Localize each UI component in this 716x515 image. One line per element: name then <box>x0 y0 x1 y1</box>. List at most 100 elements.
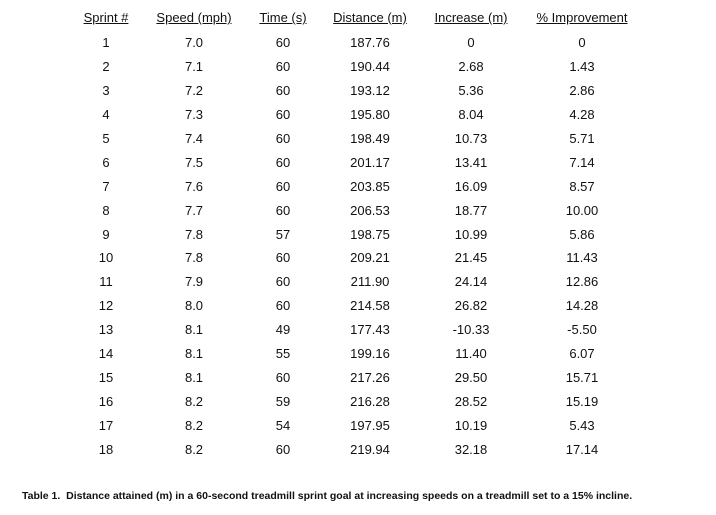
table-cell: 8.2 <box>184 394 204 410</box>
table-cell: 198.75 <box>350 226 390 242</box>
table-cell: 10.00 <box>565 202 599 218</box>
table-cell: 1.43 <box>569 58 595 74</box>
table-cell: 60 <box>275 58 291 74</box>
table-cell: 28.52 <box>454 394 488 410</box>
column-header: Increase (m) <box>434 10 508 25</box>
column-header: Time (s) <box>259 10 307 25</box>
table-cell: 10.99 <box>454 226 488 242</box>
table-cell: 177.43 <box>350 322 390 338</box>
table-cell: 6.07 <box>569 346 595 362</box>
table-cell: 7.9 <box>184 274 204 290</box>
table-cell: 57 <box>275 226 291 242</box>
table-cell: 4 <box>102 106 110 122</box>
table-cell: 29.50 <box>454 370 488 386</box>
table-cell: 59 <box>275 394 291 410</box>
table-cell: 2 <box>102 58 110 74</box>
table-cell: 12.86 <box>565 274 599 290</box>
table-cell: 60 <box>275 35 291 50</box>
table-cell: 14.28 <box>565 298 599 314</box>
table-cell: 197.95 <box>350 418 390 434</box>
table-cell: 193.12 <box>350 82 390 98</box>
table-cell: 11.40 <box>455 346 487 362</box>
table-cell: 21.45 <box>454 250 488 266</box>
table-cell: 7.0 <box>184 35 204 50</box>
table-cell: 0 <box>467 35 475 50</box>
table-cell: 7.8 <box>184 250 204 266</box>
table-cell: 7.7 <box>184 202 204 218</box>
table-cell: 8.1 <box>184 370 204 386</box>
table-cell: 8.57 <box>569 178 595 194</box>
table-cell: 199.16 <box>350 346 390 362</box>
table-cell: 6 <box>102 154 110 170</box>
table-cell: 211.90 <box>350 274 390 290</box>
table-cell: 55 <box>275 346 291 362</box>
table-cell: 219.94 <box>350 441 390 457</box>
table-cell: 60 <box>275 298 291 314</box>
table-cell: 9 <box>102 226 110 242</box>
table-cell: 15.71 <box>565 370 599 386</box>
table-cell: 18.77 <box>454 202 488 218</box>
table-cell: 5.36 <box>458 82 484 98</box>
table-cell: 2.68 <box>458 58 484 74</box>
column-header: Distance (m) <box>333 10 407 25</box>
table-cell: 216.28 <box>350 394 390 410</box>
table-cell: 7 <box>102 178 110 194</box>
table-cell: 60 <box>275 274 291 290</box>
table-cell: 209.21 <box>350 250 390 266</box>
column-header: % Improvement <box>536 10 628 25</box>
table-cell: 7.14 <box>569 154 595 170</box>
table-cell: 32.18 <box>454 441 488 457</box>
table-cell: 18 <box>98 441 114 457</box>
table-cell: 15 <box>98 370 114 386</box>
table-cell: 49 <box>275 322 291 338</box>
table-cell: 16.09 <box>454 178 488 194</box>
table-cell: 15.19 <box>565 394 599 410</box>
table-caption: Table 1. Distance attained (m) in a 60-s… <box>22 490 633 502</box>
table-cell: 13 <box>98 322 114 338</box>
table-cell: 60 <box>275 202 291 218</box>
column-header: Sprint # <box>83 10 129 25</box>
table-cell: 1 <box>102 35 110 50</box>
table-cell: 11 <box>99 274 113 290</box>
table-cell: 24.14 <box>454 274 488 290</box>
table-cell: 12 <box>98 298 114 314</box>
table-cell: 10.73 <box>454 130 488 146</box>
table-cell: 14 <box>98 346 114 362</box>
table-cell: 2.86 <box>569 82 595 98</box>
table-cell: 8 <box>102 202 110 218</box>
table-cell: 217.26 <box>350 370 390 386</box>
table-cell: 60 <box>275 130 291 146</box>
table-cell: 203.85 <box>350 178 390 194</box>
table-cell: 198.49 <box>350 130 390 146</box>
table-cell: 13.41 <box>454 154 488 170</box>
table-cell: 60 <box>275 370 291 386</box>
table-cell: 60 <box>275 441 291 457</box>
table-cell: 214.58 <box>350 298 390 314</box>
table-cell: 3 <box>102 82 110 98</box>
table-cell: 5 <box>102 130 110 146</box>
table-cell: 8.2 <box>184 418 204 434</box>
table-cell: 7.3 <box>184 106 204 122</box>
table-cell: 8.04 <box>458 106 484 122</box>
table-cell: 4.28 <box>569 106 595 122</box>
table-cell: 60 <box>275 154 291 170</box>
table-cell: 60 <box>275 178 291 194</box>
table-cell: 206.53 <box>350 202 390 218</box>
table-cell: 187.76 <box>350 35 390 50</box>
table-cell: 10 <box>98 250 114 266</box>
table-cell: 7.4 <box>184 130 204 146</box>
table-cell: 7.6 <box>184 178 204 194</box>
table-cell: 7.8 <box>184 226 204 242</box>
table-cell: 8.1 <box>184 322 204 338</box>
table-cell: 8.2 <box>184 441 204 457</box>
table-cell: 5.71 <box>569 130 595 146</box>
table-cell: 7.1 <box>184 58 204 74</box>
table-cell: -10.33 <box>452 322 490 338</box>
table-cell: 190.44 <box>350 58 390 74</box>
table-cell: 201.17 <box>350 154 390 170</box>
table-cell: 26.82 <box>454 298 488 314</box>
table-cell: 10.19 <box>454 418 488 434</box>
table-cell: 7.5 <box>184 154 204 170</box>
table-cell: 17.14 <box>565 441 599 457</box>
